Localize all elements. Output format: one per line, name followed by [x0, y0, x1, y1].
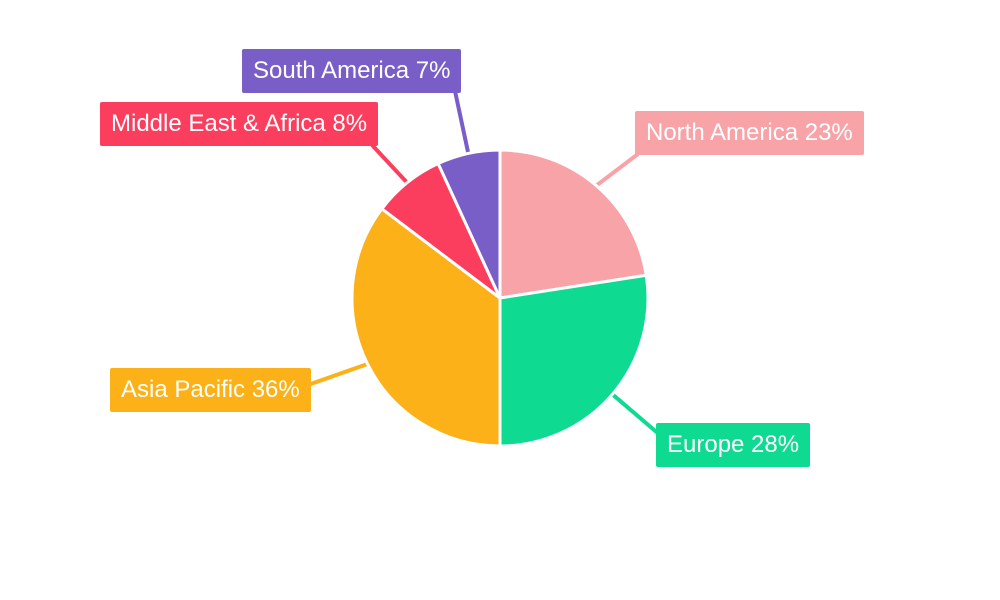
leader-line [304, 362, 369, 388]
pie-label-asia-pacific: Asia Pacific 36% [110, 368, 311, 412]
leader-line [611, 392, 662, 437]
pie-label-south-america: South America 7% [242, 49, 462, 93]
leader-line [453, 90, 471, 154]
pie-slice [498, 273, 650, 448]
leader-line [370, 143, 409, 185]
pie-label-middle-east-africa: Middle East & Africa 8% [100, 102, 379, 146]
pie-label-europe: Europe 28% [656, 423, 811, 467]
pie-slice [436, 148, 502, 300]
leader-line [595, 152, 640, 188]
pie-label-north-america: North America 23% [635, 111, 864, 155]
pie-slice [350, 207, 502, 448]
pie-slice [498, 148, 648, 300]
